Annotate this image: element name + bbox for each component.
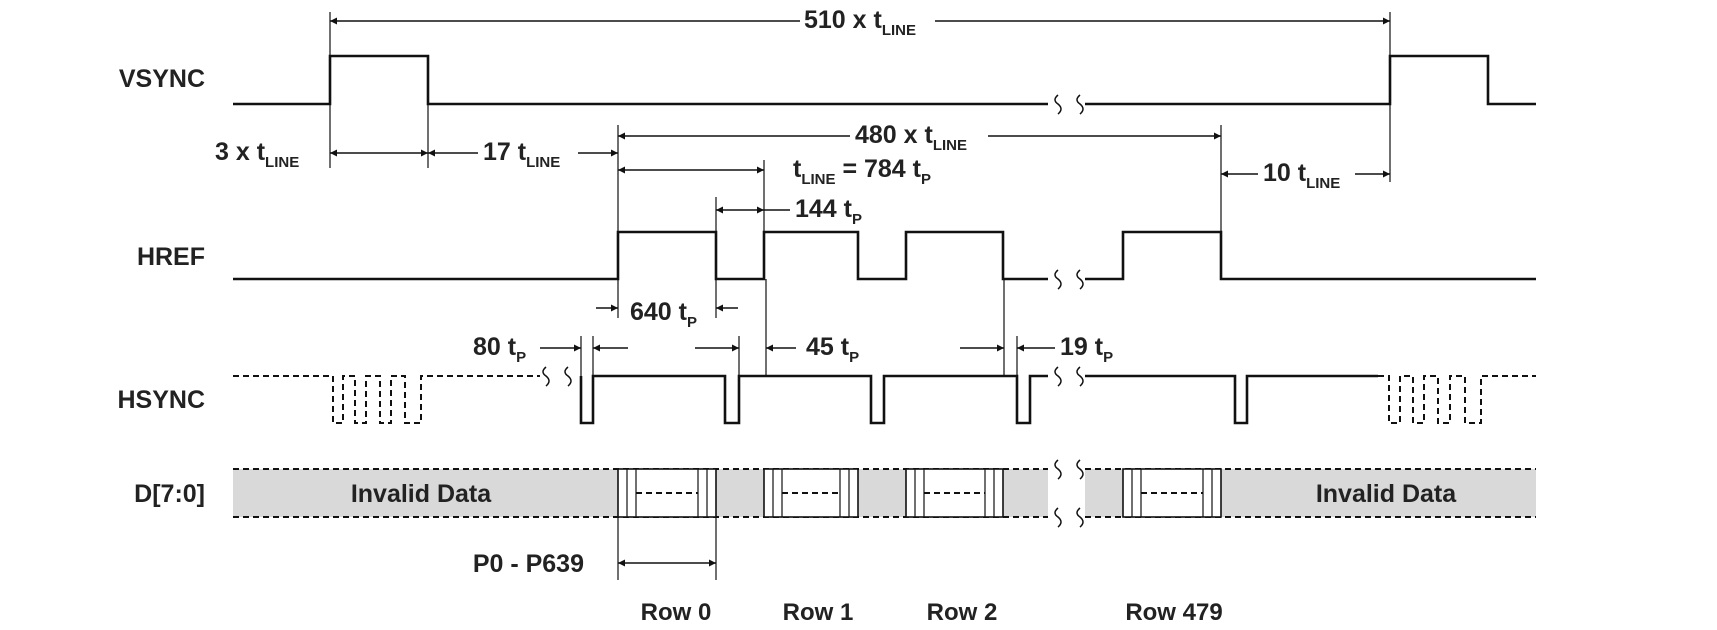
hsync-b-dimension: 19 tP [960, 279, 1113, 376]
signal-label-href: HREF [137, 243, 205, 271]
hsync-break-symbol-left [542, 366, 572, 387]
row-label-479: Row 479 [1125, 599, 1222, 626]
vsync-pulse-label: 3 x tLINE [215, 138, 299, 171]
line-period-label: tLINE = 784 tP [793, 155, 931, 188]
data-window-row-0 [617, 468, 717, 518]
data-bus: Invalid Data Invalid Data [233, 468, 1536, 518]
vsync-waveform [233, 54, 1536, 106]
data-window-row-479 [1122, 468, 1222, 518]
invalid-data-left-label: Invalid Data [351, 480, 492, 508]
active-lines-dimension: 480 x tLINE [617, 121, 1222, 232]
hsync-a-label: 45 tP [806, 333, 859, 366]
data-bus-break-symbol [1054, 459, 1084, 528]
signal-label-vsync: VSYNC [119, 65, 205, 93]
vsync-break-symbol [1054, 94, 1084, 115]
hsync-a-dimension: 45 tP [695, 279, 859, 376]
href-low-dimension: 144 tP [715, 195, 862, 232]
row-label-0: Row 0 [641, 599, 712, 626]
href-low-label: 144 tP [795, 195, 862, 228]
data-window-row-1 [763, 468, 859, 518]
invalid-data-right-label: Invalid Data [1316, 480, 1457, 508]
front-porch-dimension: 10 tLINE [1221, 104, 1391, 192]
signal-label-data: D[7:0] [134, 480, 205, 508]
hsync-lead-label: 80 tP [473, 333, 526, 366]
hsync-b-label: 19 tP [1060, 333, 1113, 366]
hsync-lead-dimension: 80 tP [473, 333, 628, 376]
line-period-dimension: tLINE = 784 tP [618, 155, 931, 232]
data-window-row-2 [905, 468, 1004, 518]
pixel-range-label: P0 - P639 [473, 550, 584, 578]
hsync-waveform [233, 374, 1536, 425]
href-break-symbol [1054, 269, 1084, 290]
frame-period-label: 510 x tLINE [804, 6, 916, 39]
pixel-range-dimension: P0 - P639 [473, 517, 717, 580]
href-high-dimension: 640 tP [596, 279, 738, 331]
row-label-1: Row 1 [783, 599, 854, 626]
hsync-break-symbol-right [1054, 366, 1084, 387]
active-lines-label: 480 x tLINE [855, 121, 967, 154]
front-porch-label: 10 tLINE [1263, 159, 1340, 192]
back-porch-label: 17 tLINE [483, 138, 560, 171]
frame-period-dimension: 510 x tLINE [329, 6, 1391, 56]
href-high-label: 640 tP [630, 298, 697, 331]
signal-label-hsync: HSYNC [117, 386, 205, 414]
back-porch-dimension: 17 tLINE [428, 138, 618, 171]
row-label-2: Row 2 [927, 599, 998, 626]
vsync-pulse-dimension: 3 x tLINE [215, 104, 429, 171]
href-waveform [233, 230, 1536, 281]
